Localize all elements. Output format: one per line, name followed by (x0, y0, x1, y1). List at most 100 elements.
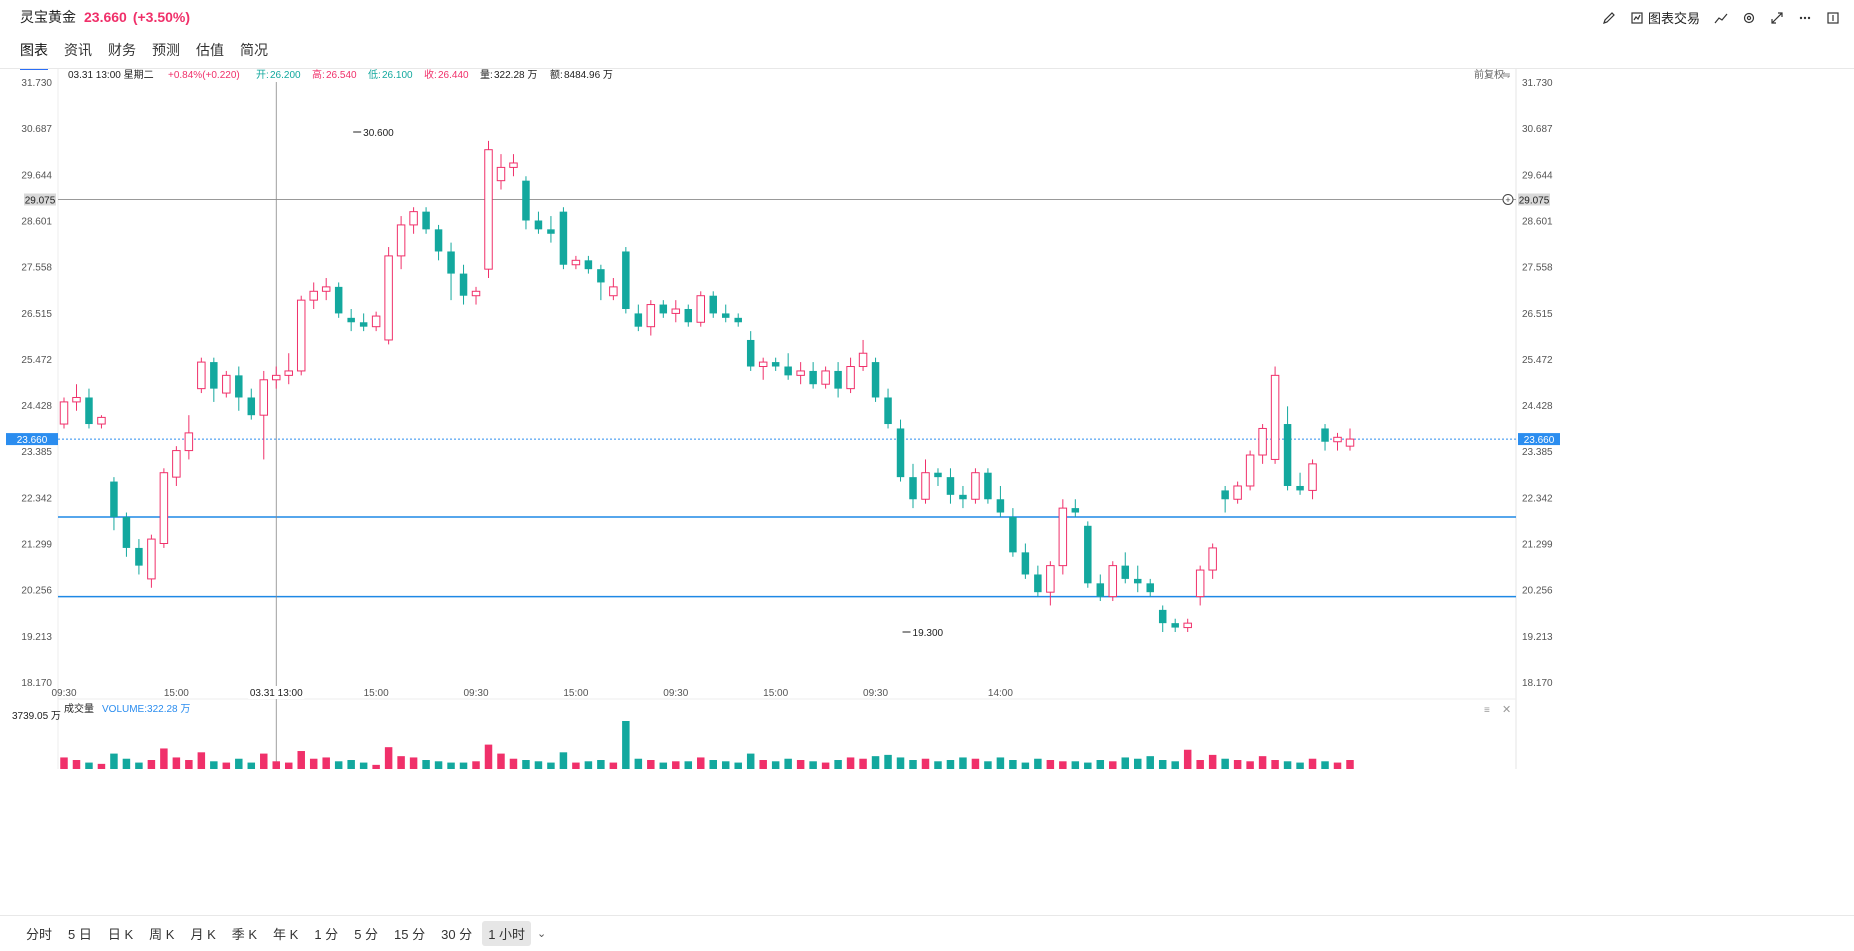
tab-2[interactable]: 财务 (108, 42, 136, 58)
candle-body (496, 166, 506, 182)
volume-bar (1233, 760, 1242, 769)
volume-bar (584, 761, 593, 769)
volume-bar (85, 762, 93, 769)
draw-button[interactable] (1602, 11, 1616, 25)
volume-bar (534, 761, 543, 769)
period-6[interactable]: 年 K (273, 927, 299, 942)
period-3[interactable]: 周 K (149, 927, 175, 942)
y-tick-left: 18.170 (21, 678, 52, 689)
volume-bar (260, 753, 268, 769)
tab-5[interactable]: 简况 (240, 42, 268, 58)
tab-1[interactable]: 资讯 (64, 42, 92, 58)
candle-body (946, 477, 955, 495)
candle-body (1183, 622, 1192, 629)
volume-bar (334, 761, 343, 769)
candle-body (1009, 516, 1017, 553)
candle-body (959, 494, 967, 500)
candle-body (384, 255, 393, 341)
settings-button[interactable] (1742, 11, 1756, 25)
candle-body (72, 396, 81, 403)
period-0[interactable]: 分时 (26, 927, 53, 942)
volume-label: 成交量 (64, 702, 94, 715)
y-tick-left: 30.687 (21, 124, 52, 135)
candle-body (471, 290, 481, 297)
volume-bar (247, 762, 256, 769)
candlestick-chart[interactable]: 31.730 31.730 30.687 30.687 29.644 29.644 28.6… (0, 68, 1854, 915)
candle-body (834, 370, 842, 389)
period-7[interactable]: 1 分 (314, 927, 339, 942)
indicator-button[interactable] (1714, 11, 1728, 25)
candle-body (1108, 565, 1118, 598)
tab-4[interactable]: 估值 (196, 42, 224, 58)
more-button[interactable] (1798, 11, 1812, 25)
volume-bar (160, 748, 168, 769)
volume-bar (572, 762, 580, 769)
candle-body (321, 286, 331, 292)
tab-0[interactable]: 图表 (20, 40, 48, 70)
period-4[interactable]: 月 K (190, 927, 216, 942)
layout-button[interactable] (1826, 11, 1840, 25)
candle-body (784, 366, 792, 376)
volume-bar (359, 762, 368, 769)
volume-bar (185, 760, 193, 769)
candle-body (597, 269, 605, 283)
candle-body (122, 516, 131, 548)
candle-body (659, 304, 668, 314)
volume-close-icon: ✕ (1502, 704, 1511, 716)
volume-bar (709, 760, 717, 769)
adjust-icon: ⇋ (1502, 70, 1510, 81)
info-vol: 322.28 万 (494, 70, 537, 81)
period-2[interactable]: 日 K (107, 927, 134, 942)
volume-bar (559, 752, 568, 769)
x-tick-label: 09:30 (51, 688, 76, 699)
candle-body (1296, 485, 1304, 491)
period-5[interactable]: 季 K (231, 927, 258, 942)
period-9[interactable]: 15 分 (394, 927, 426, 942)
candle-body (758, 361, 768, 368)
period-1[interactable]: 5 日 (68, 927, 92, 942)
candle-body (1308, 463, 1317, 491)
candle-body (247, 397, 256, 416)
volume-bar (984, 761, 992, 769)
chart-trade-label: 图表交易 (1647, 11, 1700, 26)
y-tick-right: 22.342 (1522, 493, 1553, 504)
period-10[interactable]: 30 分 (441, 927, 473, 942)
volume-bar (1109, 761, 1117, 769)
volume-bar (1071, 761, 1080, 769)
y-tick-right: 24.428 (1522, 401, 1553, 412)
tab-3[interactable]: 预测 (152, 42, 180, 58)
candle-body (184, 432, 194, 452)
volume-bar (422, 760, 430, 769)
volume-bar (547, 762, 555, 769)
chart-trade-button[interactable]: 图表交易 (1630, 8, 1700, 27)
info-high-label: 高: (312, 69, 325, 81)
candle-body (921, 472, 930, 500)
max-marker-label: 30.600 (363, 128, 394, 139)
y-tick-left: 21.299 (21, 540, 52, 551)
volume-bar (622, 721, 630, 769)
volume-bar (609, 762, 618, 769)
candle-body (1171, 623, 1179, 628)
candle-body (1046, 565, 1055, 593)
fullscreen-button[interactable] (1770, 11, 1784, 25)
volume-bar (384, 747, 393, 769)
divider (0, 68, 1854, 69)
chevron-down-icon[interactable]: ⌄ (537, 928, 547, 940)
price-hline-tag-right (1518, 193, 1550, 206)
chart-area[interactable]: 31.730 31.730 30.687 30.687 29.644 29.644 28.6… (0, 68, 1854, 915)
add-alert-icon (1502, 193, 1514, 205)
period-11[interactable]: 1 小时 (482, 921, 532, 946)
volume-settings-icon: ≡ (1484, 705, 1490, 716)
info-amt: 8484.96 万 (564, 70, 613, 81)
current-price-label-right: 23.660 (1524, 435, 1555, 446)
volume-bar (72, 760, 81, 769)
volume-bar (834, 760, 842, 769)
volume-bar (1021, 762, 1030, 769)
volume-bar (272, 761, 280, 769)
period-8[interactable]: 5 分 (354, 927, 379, 942)
volume-bar (934, 761, 942, 769)
y-tick-right: 27.558 (1522, 263, 1553, 274)
candle-body (709, 295, 717, 314)
volume-bar (921, 758, 930, 769)
volume-bar (1146, 756, 1154, 769)
